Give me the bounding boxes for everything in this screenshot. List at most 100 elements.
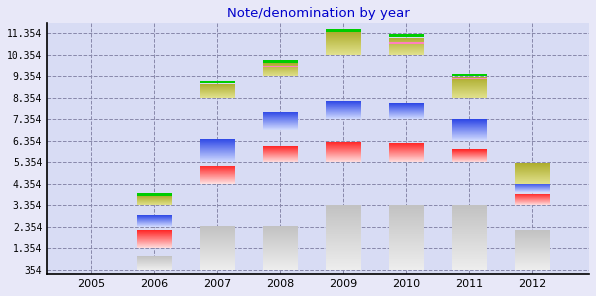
Bar xyxy=(515,262,550,263)
Bar xyxy=(263,254,297,255)
Bar xyxy=(326,237,361,238)
Bar xyxy=(263,228,297,229)
Bar xyxy=(389,249,424,250)
Bar xyxy=(200,243,235,244)
Bar xyxy=(389,246,424,247)
Bar xyxy=(263,262,297,263)
Bar xyxy=(200,256,235,257)
Bar xyxy=(389,265,424,266)
Bar xyxy=(515,232,550,233)
Bar xyxy=(452,224,487,225)
Bar xyxy=(515,250,550,251)
Bar xyxy=(326,212,361,213)
Bar xyxy=(389,248,424,249)
Bar xyxy=(200,233,235,234)
Bar xyxy=(389,230,424,231)
Bar xyxy=(452,264,487,265)
Bar xyxy=(389,206,424,207)
Bar xyxy=(326,225,361,226)
Bar xyxy=(389,217,424,218)
Bar xyxy=(515,234,550,235)
Bar xyxy=(515,256,550,257)
Bar xyxy=(263,269,297,270)
Bar xyxy=(515,248,550,249)
Bar xyxy=(452,256,487,257)
Bar xyxy=(389,214,424,215)
Bar xyxy=(389,216,424,217)
Bar xyxy=(515,261,550,262)
Bar xyxy=(326,215,361,216)
Bar xyxy=(515,230,550,231)
Bar xyxy=(200,251,235,252)
Bar xyxy=(515,269,550,270)
Bar xyxy=(452,220,487,221)
Bar xyxy=(452,258,487,259)
Bar xyxy=(452,210,487,211)
Bar xyxy=(326,250,361,251)
Bar xyxy=(389,235,424,236)
Bar xyxy=(200,255,235,256)
Bar xyxy=(200,261,235,262)
Bar xyxy=(452,240,487,241)
Bar xyxy=(452,263,487,264)
Bar xyxy=(263,257,297,258)
Bar xyxy=(515,235,550,236)
Bar xyxy=(200,238,235,239)
Bar xyxy=(263,247,297,248)
Bar xyxy=(515,237,550,238)
Bar xyxy=(326,213,361,214)
Bar xyxy=(452,243,487,244)
Bar xyxy=(389,211,424,212)
Bar xyxy=(452,250,487,251)
Bar xyxy=(326,257,361,258)
Bar xyxy=(263,231,297,232)
Bar xyxy=(389,42,424,44)
Bar xyxy=(200,260,235,261)
Bar xyxy=(389,262,424,263)
Bar xyxy=(389,209,424,210)
Bar xyxy=(389,252,424,253)
Bar xyxy=(263,249,297,250)
Bar xyxy=(452,208,487,209)
Bar xyxy=(200,240,235,241)
Bar xyxy=(326,209,361,210)
Bar xyxy=(326,266,361,267)
Bar xyxy=(263,243,297,244)
Bar xyxy=(389,247,424,248)
Bar xyxy=(263,226,297,227)
Bar xyxy=(326,243,361,244)
Bar xyxy=(389,205,424,206)
Bar xyxy=(263,264,297,265)
Bar xyxy=(452,213,487,214)
Bar xyxy=(452,247,487,248)
Bar xyxy=(389,244,424,245)
Bar xyxy=(200,247,235,248)
Bar xyxy=(326,238,361,239)
Bar xyxy=(326,223,361,224)
Bar xyxy=(326,239,361,240)
Bar xyxy=(263,66,297,67)
Bar xyxy=(326,254,361,255)
Bar xyxy=(452,267,487,268)
Bar xyxy=(452,257,487,258)
Bar xyxy=(200,264,235,265)
Bar xyxy=(389,269,424,270)
Bar xyxy=(200,265,235,266)
Bar xyxy=(326,248,361,249)
Bar xyxy=(326,228,361,229)
Bar xyxy=(200,241,235,242)
Bar xyxy=(389,243,424,244)
Bar xyxy=(452,206,487,207)
Bar xyxy=(452,207,487,208)
Bar xyxy=(200,234,235,235)
Bar xyxy=(326,232,361,233)
Bar xyxy=(452,261,487,262)
Bar xyxy=(515,264,550,265)
Bar xyxy=(515,268,550,269)
Bar xyxy=(452,254,487,255)
Bar xyxy=(452,218,487,219)
Bar xyxy=(200,235,235,236)
Bar xyxy=(389,261,424,262)
Bar xyxy=(137,193,172,196)
Bar xyxy=(515,255,550,256)
